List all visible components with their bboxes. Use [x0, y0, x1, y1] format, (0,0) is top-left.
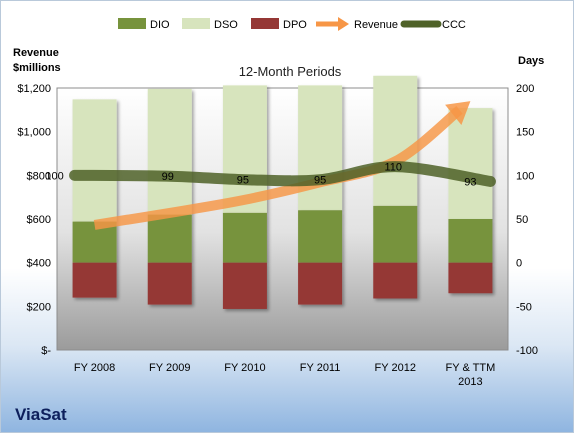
- dpo-bar: [222, 262, 267, 309]
- dio-bar: [222, 212, 267, 263]
- dpo-bar: [147, 262, 192, 305]
- left-tick-label: $800: [27, 170, 51, 182]
- right-tick-label: 200: [516, 83, 534, 95]
- legend-swatch: [251, 18, 279, 29]
- legend-label: CCC: [442, 19, 466, 31]
- company-name: ViaSat: [15, 405, 67, 424]
- legend-swatch: [182, 18, 210, 29]
- dio-bar: [72, 221, 117, 263]
- dso-bar: [72, 99, 117, 222]
- legend-swatch: [118, 18, 146, 29]
- revenue-arrowhead: [445, 101, 471, 126]
- legend-label: DIO: [150, 19, 170, 31]
- legend-label: DPO: [283, 19, 307, 31]
- dso-bar: [373, 75, 418, 206]
- x-tick-label: FY & TTM: [446, 362, 496, 374]
- left-tick-label: $1,000: [17, 127, 51, 139]
- dso-bar: [448, 108, 493, 219]
- ccc-data-label: 93: [464, 176, 476, 188]
- right-axis-label: Days: [518, 55, 544, 67]
- x-tick-label: FY 2008: [74, 362, 115, 374]
- x-tick-label: FY 2011: [300, 362, 341, 374]
- left-axis-label-line2: $millions: [13, 62, 61, 74]
- right-tick-label: 150: [516, 127, 534, 139]
- right-tick-label: -100: [516, 345, 538, 357]
- dso-bar: [298, 85, 343, 211]
- legend-swatch: [338, 17, 349, 31]
- x-tick-label: 2013: [458, 376, 482, 388]
- chart-title: 12-Month Periods: [239, 64, 342, 79]
- ccc-chart: 100 99 95 95 110 93 $- $200 $400 $600 $800 $1,000 $…: [13, 17, 544, 388]
- left-axis-label-line1: Revenue: [13, 47, 59, 59]
- legend-label: Revenue: [354, 19, 398, 31]
- x-tick-label: FY 2010: [224, 362, 265, 374]
- dio-bar: [147, 214, 192, 263]
- left-tick-label: $600: [27, 214, 51, 226]
- left-tick-label: $200: [27, 301, 51, 313]
- ccc-data-label: 99: [162, 171, 174, 183]
- revenue-line: [93, 105, 463, 230]
- dpo-bar: [448, 262, 493, 294]
- ccc-data-label: 100: [45, 170, 63, 182]
- ccc-line: [69, 161, 496, 187]
- left-tick-label: $-: [41, 345, 51, 357]
- dpo-bar: [298, 262, 343, 305]
- x-tick-label: FY 2009: [149, 362, 190, 374]
- dpo-bar: [72, 262, 117, 298]
- dso-bar: [147, 88, 192, 215]
- dpo-bar: [373, 262, 418, 299]
- ccc-data-label: 95: [314, 175, 326, 187]
- right-tick-label: 100: [516, 170, 534, 182]
- ccc-data-label: 110: [384, 162, 402, 174]
- right-tick-label: -50: [516, 301, 532, 313]
- left-tick-label: $400: [27, 258, 51, 270]
- dio-bar: [373, 205, 418, 263]
- left-tick-label: $1,200: [17, 83, 51, 95]
- ccc-data-label: 95: [237, 175, 249, 187]
- dio-bar: [448, 219, 493, 263]
- dio-bar: [298, 210, 343, 263]
- right-tick-label: 0: [516, 258, 522, 270]
- legend-label: DSO: [214, 19, 238, 31]
- right-tick-label: 50: [516, 214, 528, 226]
- x-tick-label: FY 2012: [375, 362, 416, 374]
